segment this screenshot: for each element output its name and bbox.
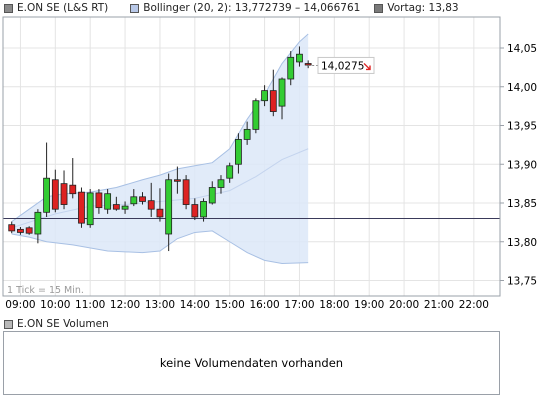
- candle-body: [269, 90, 277, 112]
- volume-swatch: [4, 319, 13, 329]
- candle-body: [43, 177, 50, 213]
- x-tick-label: 21:00: [424, 299, 454, 311]
- candle-body: [278, 78, 286, 107]
- x-tick-label: 11:00: [75, 299, 105, 311]
- y-tick-label: 13,95: [507, 121, 537, 133]
- candle-body: [261, 90, 268, 102]
- candle-body: [156, 208, 164, 218]
- candle-body: [8, 224, 16, 232]
- candle-body: [165, 179, 173, 235]
- last-price-label: 14,0275: [321, 60, 364, 72]
- down-arrow-icon: [363, 62, 371, 71]
- candle-body: [121, 205, 129, 210]
- y-tick-label: 13,85: [507, 198, 537, 210]
- volume-legend: E.ON SE Volumen: [0, 317, 109, 331]
- last-price-box: [317, 56, 375, 74]
- x-tick-label: 16:00: [249, 299, 279, 311]
- bollinger-swatch: [130, 3, 140, 13]
- candle-body: [86, 192, 94, 226]
- candle-body: [243, 128, 251, 140]
- x-tick-label: 15:00: [215, 299, 245, 311]
- volume-legend-label: E.ON SE Volumen: [17, 318, 109, 330]
- legend-vortag-label: Vortag: 13,83: [387, 2, 459, 14]
- candle-body: [51, 179, 59, 210]
- interval-label: 1 Tick = 15 Min.: [7, 285, 84, 296]
- y-tick-label: 13,90: [507, 159, 537, 171]
- legend-series-label: E.ON SE (L&S RT): [17, 2, 109, 14]
- y-tick-label: 13,75: [507, 276, 537, 288]
- candle-body: [130, 196, 138, 205]
- candle-body: [104, 193, 112, 210]
- plot-frame: [2, 16, 501, 297]
- candle-body: [173, 179, 181, 182]
- candle-body: [95, 192, 103, 209]
- y-tick-label: 13,80: [507, 237, 537, 249]
- vortag-swatch: [374, 3, 384, 13]
- x-tick-label: 18:00: [319, 299, 349, 311]
- candle-body: [252, 100, 260, 130]
- candle-body: [287, 56, 295, 80]
- volume-panel: keine Volumendaten vorhanden: [3, 331, 500, 395]
- x-tick-label: 10:00: [40, 299, 70, 311]
- candle-body: [208, 187, 216, 204]
- candle-body: [147, 200, 155, 210]
- candle-body: [25, 227, 33, 234]
- candle-body: [60, 183, 68, 205]
- chart-legend: E.ON SE (L&S RT) Bollinger (20, 2): 13,7…: [0, 0, 545, 16]
- x-tick-label: 17:00: [284, 299, 314, 311]
- legend-vortag: Vortag: 13,83: [370, 2, 459, 14]
- candle-body: [296, 53, 303, 63]
- candle-body: [78, 191, 85, 224]
- x-tick-label: 12:00: [110, 299, 140, 311]
- price-chart: 14,0275 13,75 13,80 13,85 13,90 13,95 14,00 14,…: [2, 16, 537, 311]
- legend-bollinger: Bollinger (20, 2): 13,772739 – 14,066761: [126, 2, 360, 14]
- y-tick-label: 14,00: [507, 82, 537, 94]
- x-tick-label: 14:00: [180, 299, 210, 311]
- x-tick-label: 22:00: [459, 299, 489, 311]
- x-tick-label: 19:00: [354, 299, 384, 311]
- candle-body: [191, 204, 199, 218]
- candle-body: [226, 165, 234, 179]
- candle-body: [200, 201, 207, 218]
- candle-body: [217, 179, 225, 188]
- candle-body: [182, 179, 190, 205]
- candle-body: [304, 63, 312, 66]
- candle-body: [17, 228, 24, 233]
- bollinger-band: [11, 34, 309, 264]
- series-swatch: [4, 3, 13, 13]
- legend-series: E.ON SE (L&S RT): [0, 2, 108, 14]
- legend-bollinger-label: Bollinger (20, 2): 13,772739 – 14,066761: [143, 2, 361, 14]
- candle-body: [112, 204, 120, 210]
- candle-body: [69, 184, 77, 195]
- candle-body: [139, 196, 146, 202]
- candle-body: [34, 211, 42, 235]
- x-tick-label: 13:00: [145, 299, 175, 311]
- x-tick-label: 09:00: [5, 299, 35, 311]
- x-tick-label: 20:00: [389, 299, 419, 311]
- candle-body: [235, 139, 242, 165]
- volume-empty-message: keine Volumendaten vorhanden: [159, 356, 344, 370]
- bollinger-lower-line: [11, 230, 309, 264]
- bollinger-middle-line: [11, 148, 309, 229]
- y-tick-label: 14,05: [507, 43, 537, 55]
